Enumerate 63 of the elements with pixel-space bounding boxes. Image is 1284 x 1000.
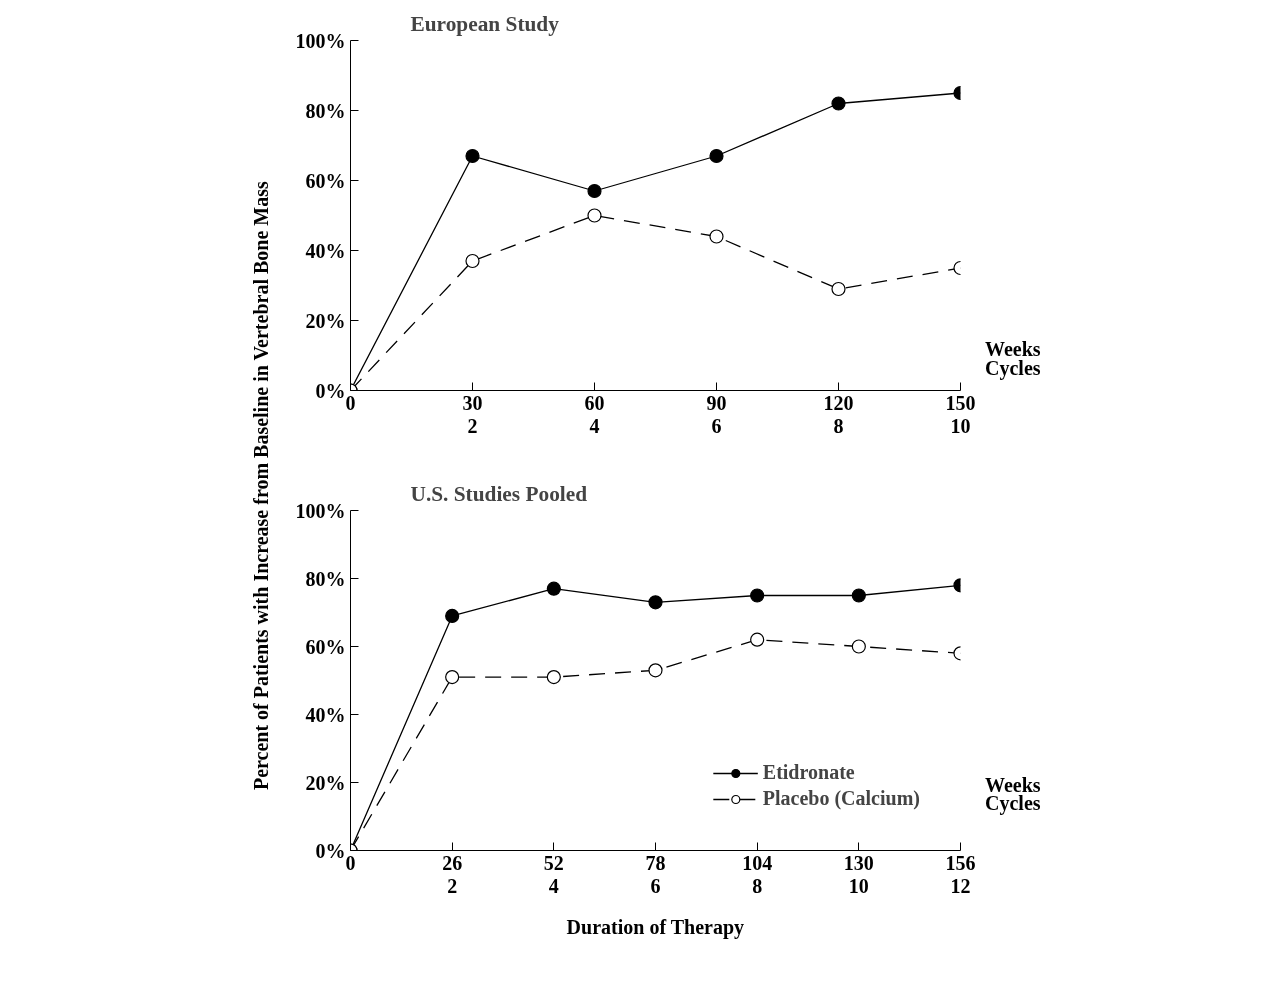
- x-tick-label: 78: [645, 851, 666, 874]
- x2-tick-label: 8: [752, 874, 763, 897]
- x-tick-label: 150: [945, 391, 976, 414]
- y-tick-label: 100%: [295, 499, 346, 522]
- point: [445, 608, 460, 623]
- point: [648, 663, 663, 678]
- x-tick-label: 30: [462, 391, 483, 414]
- point: [709, 229, 724, 244]
- x-tick-label: 0: [345, 391, 356, 414]
- y-tick-label: 80%: [305, 99, 346, 122]
- point: [831, 281, 846, 297]
- y-tick-label: 40%: [305, 703, 346, 726]
- point: [587, 183, 602, 199]
- x-tick-label: 60: [584, 391, 605, 414]
- x-tick-label: 104: [742, 851, 773, 874]
- x-axis-title: Duration of Therapy: [566, 915, 745, 939]
- y-tick-label: 20%: [305, 309, 346, 332]
- y-axis-title: Percent of Patients with Increase from Baseline in Vertebral Bone Mass: [249, 181, 272, 791]
- x2-tick-label: 10: [950, 414, 971, 437]
- x2-tick-label: 4: [548, 874, 559, 897]
- point: [546, 670, 561, 685]
- y-tick-label: 0%: [315, 379, 346, 402]
- x2-tick-label: 2: [467, 414, 478, 437]
- x-tick-label: 120: [823, 391, 854, 414]
- point: [709, 148, 724, 164]
- x2-tick-label: 6: [711, 414, 722, 437]
- chart-title: European Study: [410, 11, 560, 36]
- x-tick-label: 90: [706, 391, 727, 414]
- point: [831, 96, 846, 111]
- x-tick-label: 156: [945, 851, 976, 874]
- legend-label: Placebo (Calcium): [762, 787, 920, 810]
- legend-label: Etidronate: [762, 761, 855, 784]
- point: [465, 253, 480, 269]
- chart-title: U.S. Studies Pooled: [410, 481, 588, 506]
- y-tick-label: 0%: [315, 839, 346, 862]
- y-tick-label: 80%: [305, 567, 346, 590]
- x2-tick-label: 4: [589, 414, 600, 437]
- point: [445, 670, 460, 685]
- point: [851, 588, 866, 603]
- y-tick-label: 60%: [305, 169, 346, 192]
- y-tick-label: 40%: [305, 239, 346, 262]
- point: [750, 632, 765, 647]
- x-tick-label: 130: [843, 851, 874, 874]
- text: Cycles: [985, 357, 1041, 381]
- y-tick-label: 60%: [305, 635, 346, 658]
- text: Cycles: [985, 791, 1041, 815]
- point: [750, 588, 765, 603]
- x2-tick-label: 6: [650, 874, 661, 897]
- point: [851, 639, 866, 654]
- x2-tick-label: 8: [833, 414, 844, 437]
- y-tick-label: 20%: [305, 771, 346, 794]
- x-tick-label: 26: [442, 851, 463, 874]
- point: [465, 148, 480, 164]
- point: [546, 581, 561, 596]
- point: [648, 595, 663, 610]
- x2-tick-label: 2: [447, 874, 458, 897]
- x2-tick-label: 10: [848, 874, 869, 897]
- x-tick-label: 0: [345, 851, 356, 874]
- point: [587, 208, 602, 223]
- x2-tick-label: 12: [950, 874, 971, 897]
- text: Weeks: [985, 337, 1041, 360]
- y-tick-label: 100%: [295, 29, 346, 52]
- x-tick-label: 52: [543, 851, 564, 874]
